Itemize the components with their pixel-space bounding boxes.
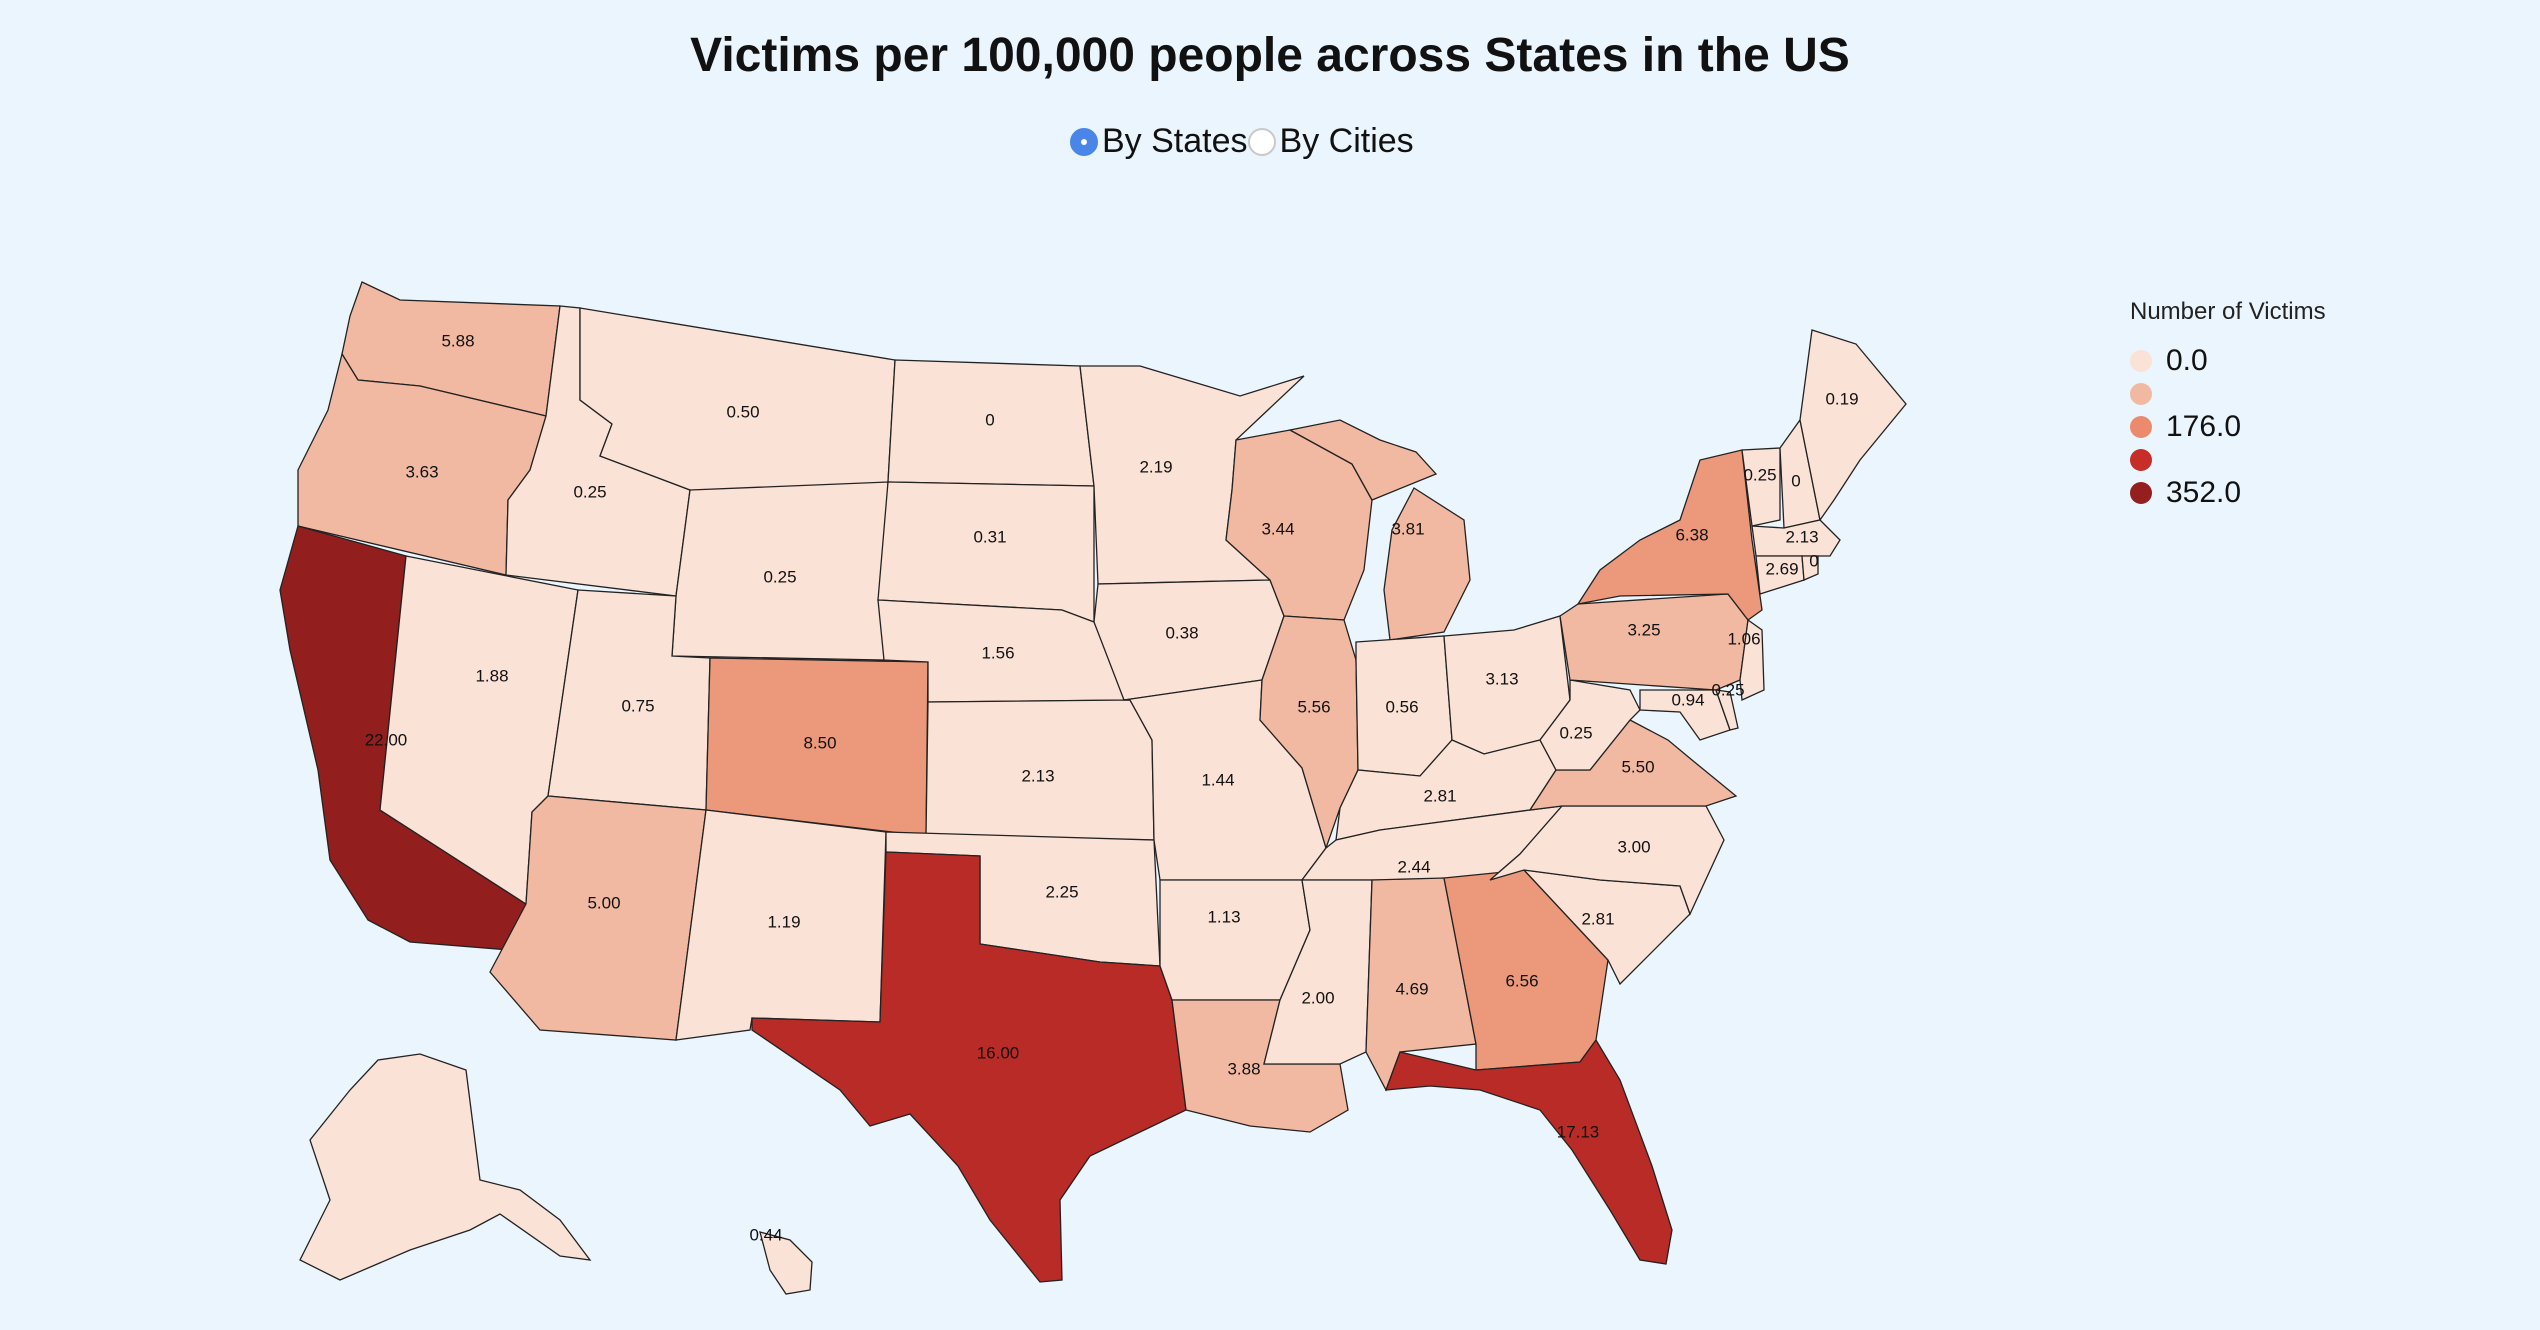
legend-item (2130, 377, 2326, 410)
by-states-label[interactable]: By States (1102, 122, 1248, 160)
state-DE[interactable] (1715, 689, 1739, 731)
state-label-NC: 3.00 (1617, 837, 1650, 856)
legend-swatch (2130, 382, 2152, 405)
state-label-ME: 0.19 (1825, 389, 1858, 408)
legend-swatch (2130, 448, 2152, 471)
state-label-MD: 0.94 (1671, 690, 1704, 709)
legend-label: 0.0 (2166, 343, 2208, 377)
by-cities-radio[interactable] (1247, 127, 1276, 156)
legend-item: 0.0 (2130, 344, 2326, 377)
state-label-AZ: 5.00 (587, 893, 620, 912)
view-toggle: By States By Cities (1070, 122, 1414, 161)
state-label-MS: 2.00 (1301, 988, 1334, 1007)
state-PA[interactable] (1559, 593, 1749, 691)
state-label-GA: 6.56 (1505, 971, 1538, 990)
state-FL[interactable] (1385, 1038, 1673, 1265)
state-labels: 5.88 3.63 22.00 0.25 1.88 0.50 0.25 0.75 5.00 8.5… (365, 331, 1859, 1244)
state-label-MT: 0.50 (726, 402, 759, 421)
state-label-DE: 0.25 (1711, 680, 1744, 699)
by-states-radio[interactable] (1070, 127, 1098, 156)
state-label-TX: 16.00 (977, 1043, 1020, 1062)
state-MI[interactable] (1383, 487, 1471, 641)
state-label-NM: 1.19 (767, 912, 800, 931)
state-label-IL: 5.56 (1297, 697, 1330, 716)
state-label-NY: 6.38 (1675, 525, 1708, 544)
state-label-LA: 3.88 (1227, 1059, 1260, 1078)
legend-swatch (2130, 349, 2152, 372)
legend: Number of Victims 0.0 176.0 352.0 (2130, 298, 2326, 509)
state-label-PA: 3.25 (1627, 620, 1660, 639)
state-label-CA: 22.00 (365, 730, 408, 749)
legend-label: 176.0 (2166, 409, 2242, 443)
state-label-WY: 0.25 (763, 567, 796, 586)
state-label-OH: 3.13 (1485, 669, 1518, 688)
state-label-SD: 0.31 (973, 527, 1006, 546)
state-label-VT: 0.25 (1743, 465, 1776, 484)
state-label-NJ: 1.06 (1727, 629, 1760, 648)
legend-item (2130, 443, 2326, 476)
state-label-MO: 1.44 (1201, 770, 1234, 789)
state-label-RI: 0 (1809, 551, 1818, 570)
state-NY[interactable] (1576, 449, 1763, 621)
state-WY[interactable] (671, 481, 889, 661)
by-cities-label[interactable]: By Cities (1279, 122, 1414, 160)
state-ME[interactable] (1799, 329, 1907, 522)
state-AK[interactable] (299, 1053, 592, 1281)
state-label-ID: 0.25 (573, 482, 606, 501)
state-label-WV: 0.25 (1559, 723, 1592, 742)
page-title: Victims per 100,000 people across States… (690, 29, 1850, 82)
state-HI[interactable] (759, 1231, 813, 1295)
state-label-FL: 17.13 (1557, 1122, 1600, 1141)
state-NJ[interactable] (1739, 618, 1765, 701)
state-label-MI: 3.81 (1391, 519, 1424, 538)
state-label-IA: 0.38 (1165, 623, 1198, 642)
by-cities-option[interactable]: By Cities (1247, 122, 1414, 161)
legend-swatch (2130, 415, 2152, 438)
state-label-IN: 0.56 (1385, 697, 1418, 716)
state-NC[interactable] (1489, 805, 1725, 916)
state-VT[interactable] (1741, 447, 1781, 527)
state-label-WA: 5.88 (441, 331, 474, 350)
state-MI-UP[interactable] (1288, 419, 1438, 501)
state-label-HI: 0.44 (749, 1225, 782, 1244)
legend-item: 176.0 (2130, 410, 2326, 443)
state-TX[interactable] (751, 851, 1187, 1283)
state-label-CT: 2.69 (1765, 559, 1798, 578)
state-label-OK: 2.25 (1045, 882, 1078, 901)
state-label-OR: 3.63 (405, 462, 438, 481)
state-label-VA: 5.50 (1621, 757, 1654, 776)
state-IL[interactable] (1259, 615, 1359, 851)
state-label-KS: 2.13 (1021, 766, 1054, 785)
state-label-WI: 3.44 (1261, 519, 1294, 538)
state-label-CO: 8.50 (803, 733, 836, 752)
state-label-UT: 0.75 (621, 696, 654, 715)
legend-swatch (2130, 481, 2152, 504)
legend-label: 352.0 (2166, 475, 2242, 509)
legend-item: 352.0 (2130, 476, 2326, 509)
state-label-SC: 2.81 (1581, 909, 1614, 928)
state-label-AL: 4.69 (1395, 979, 1428, 998)
state-label-TN: 2.44 (1397, 857, 1430, 876)
state-RI[interactable] (1801, 555, 1819, 581)
legend-title: Number of Victims (2130, 298, 2326, 325)
state-label-AR: 1.13 (1207, 907, 1240, 926)
by-states-option[interactable]: By States (1070, 122, 1248, 161)
state-SD[interactable] (877, 481, 1095, 623)
state-label-MA: 2.13 (1785, 527, 1818, 546)
state-label-MN: 2.19 (1139, 457, 1172, 476)
state-label-NH: 0 (1791, 471, 1800, 490)
state-label-ND: 0 (985, 410, 994, 429)
state-label-KY: 2.81 (1423, 786, 1456, 805)
state-label-NE: 1.56 (981, 643, 1014, 662)
state-label-NV: 1.88 (475, 666, 508, 685)
